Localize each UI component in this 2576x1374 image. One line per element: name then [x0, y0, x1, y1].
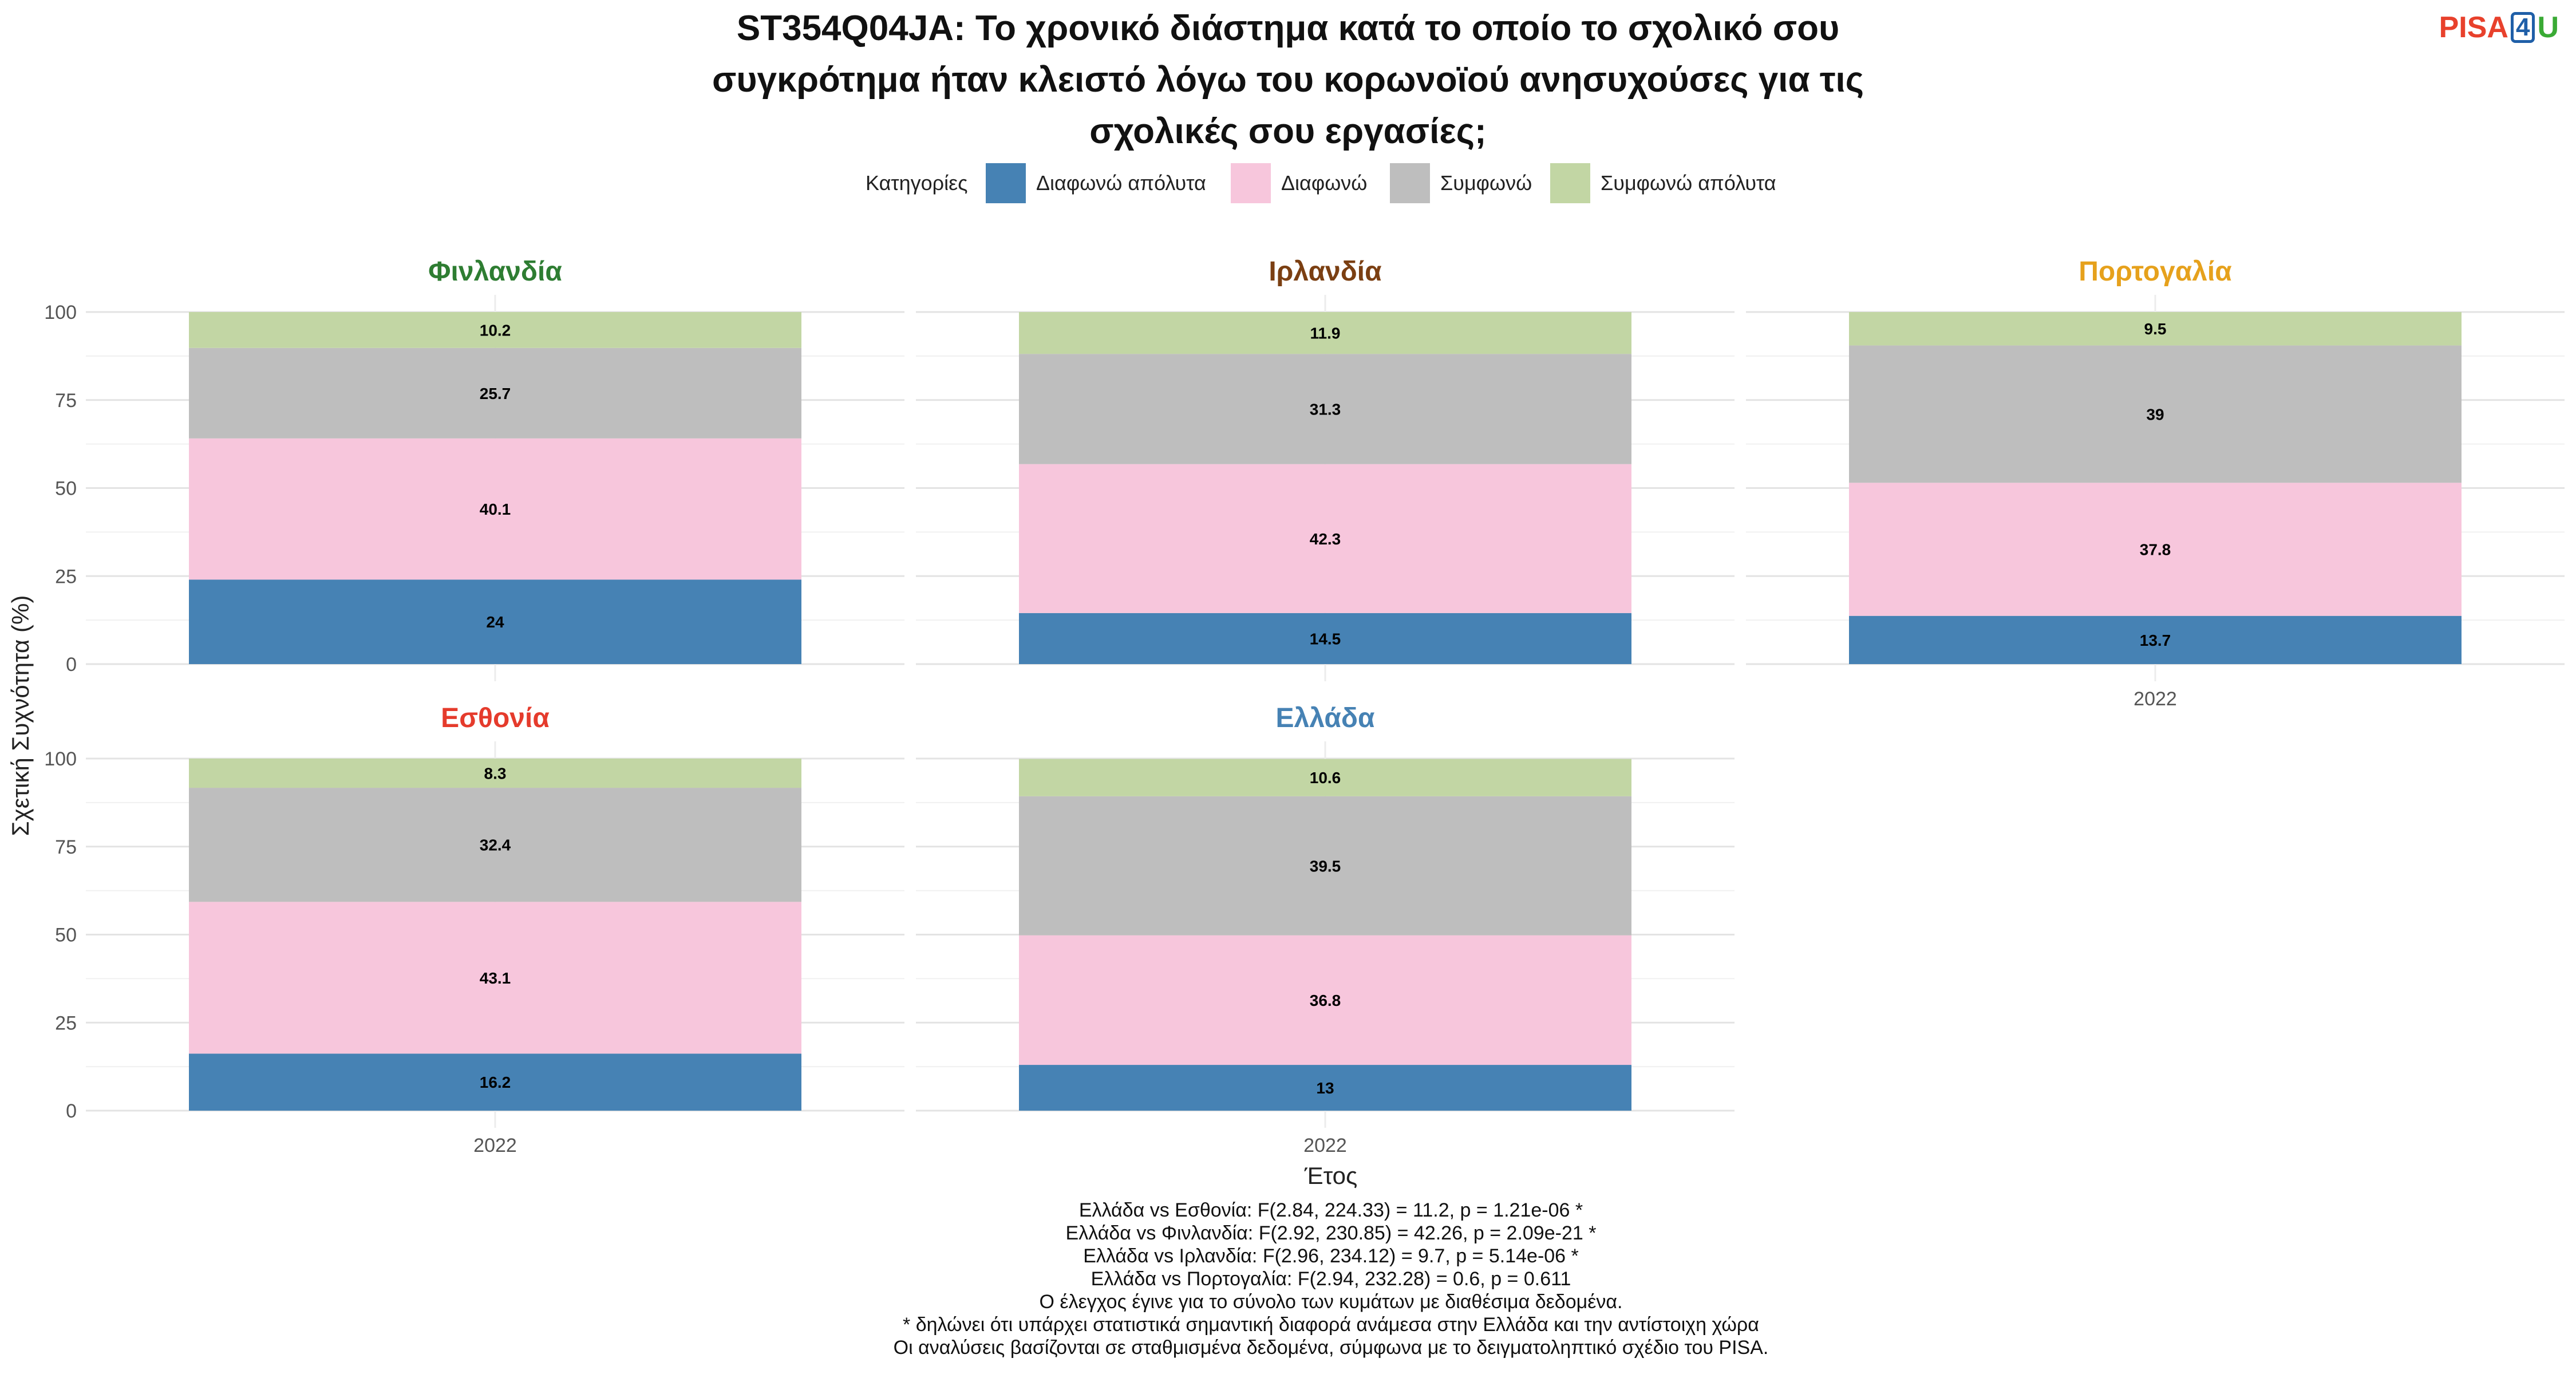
data-label: 43.1 — [480, 969, 511, 987]
chart-title-line: ST354Q04JA: Το χρονικό διάστημα κατά το … — [737, 9, 1839, 48]
y-tick-label: 25 — [55, 1012, 77, 1034]
y-tick-label: 75 — [55, 390, 77, 412]
y-tick-label: 50 — [55, 478, 77, 500]
data-label: 31.3 — [1310, 400, 1341, 418]
footnote-line: Οι αναλύσεις βασίζονται σε σταθμισμένα δ… — [894, 1337, 1769, 1359]
panel-title: Ιρλανδία — [1269, 256, 1382, 287]
bar-segment — [1019, 464, 1631, 613]
data-label: 9.5 — [2144, 320, 2167, 338]
y-tick-label: 0 — [66, 654, 77, 676]
bar-segment — [1019, 1065, 1631, 1111]
y-tick-label: 50 — [55, 925, 77, 946]
panel-title: Πορτογαλία — [2079, 256, 2232, 287]
x-axis-title: Έτος — [1304, 1162, 1358, 1189]
bar-segment — [189, 312, 801, 348]
bar-segment — [1849, 312, 2462, 346]
bar-segment — [1019, 613, 1631, 664]
data-label: 8.3 — [484, 765, 507, 783]
legend-swatch — [1390, 163, 1430, 203]
logo-text-pisa: PISA — [2439, 11, 2508, 44]
y-tick-label: 25 — [55, 566, 77, 587]
y-tick-label: 0 — [66, 1100, 77, 1122]
footnote-line: Ελλάδα vs Ιρλανδία: F(2.96, 234.12) = 9.… — [1083, 1245, 1579, 1267]
bar-segment — [189, 1053, 801, 1111]
legend-label: Διαφωνώ — [1281, 171, 1367, 195]
x-tick-label: 2022 — [473, 1135, 517, 1156]
legend-title: Κατηγορίες — [866, 171, 968, 195]
data-label: 16.2 — [480, 1073, 511, 1091]
legend-swatch — [1231, 163, 1271, 203]
x-tick-label: 2022 — [1303, 1135, 1347, 1156]
data-label: 13 — [1316, 1079, 1334, 1097]
logo-text-u: U — [2537, 11, 2559, 44]
data-label: 40.1 — [480, 500, 511, 518]
legend-label: Συμφωνώ απόλυτα — [1601, 171, 1776, 195]
data-label: 13.7 — [2140, 631, 2171, 649]
bar-segment — [1019, 312, 1631, 354]
bar-segment — [189, 759, 801, 788]
legend-label: Συμφωνώ — [1440, 171, 1532, 195]
bar-segment — [189, 579, 801, 664]
bar-segment — [189, 902, 801, 1054]
data-label: 24 — [486, 613, 504, 631]
data-label: 37.8 — [2140, 541, 2171, 559]
footnote-line: Ελλάδα vs Πορτογαλία: F(2.94, 232.28) = … — [1091, 1268, 1571, 1290]
bar-segment — [189, 438, 801, 580]
panel-title: Ελλάδα — [1276, 703, 1375, 733]
data-label: 32.4 — [480, 836, 511, 854]
y-tick-label: 100 — [44, 302, 77, 323]
bar-segment — [189, 348, 801, 439]
data-label: 36.8 — [1310, 992, 1341, 1009]
bar-segment — [189, 788, 801, 902]
bar-segment — [1849, 345, 2462, 483]
footnote-line: Ελλάδα vs Φινλανδία: F(2.92, 230.85) = 4… — [1066, 1222, 1597, 1244]
data-label: 10.2 — [480, 321, 511, 339]
data-label: 14.5 — [1310, 630, 1341, 647]
data-label: 11.9 — [1310, 325, 1341, 342]
data-label: 39 — [2146, 405, 2164, 423]
data-label: 42.3 — [1310, 530, 1341, 548]
x-tick-label: 2022 — [2134, 688, 2177, 710]
bar-segment — [1849, 483, 2462, 616]
footnote-line: * δηλώνει ότι υπάρχει στατιστικά σημαντι… — [903, 1314, 1759, 1336]
footnote-line: Ο έλεγχος έγινε για το σύνολο των κυμάτω… — [1040, 1291, 1623, 1313]
chart-title-line: σχολικές σου εργασίες; — [1089, 112, 1486, 151]
legend-label: Διαφωνώ απόλυτα — [1036, 171, 1206, 195]
logo-text-4: 4 — [2510, 12, 2535, 43]
y-tick-label: 75 — [55, 836, 77, 858]
panel-title: Φινλανδία — [428, 256, 562, 287]
legend-swatch — [986, 163, 1026, 203]
bar-segment — [1019, 354, 1631, 464]
bar-segment — [1849, 615, 2462, 664]
data-label: 10.6 — [1310, 769, 1341, 787]
bar-segment — [1019, 759, 1631, 796]
y-axis-title: Σχετική Συχνότητα (%) — [7, 595, 34, 836]
bar-segment — [1019, 935, 1631, 1065]
chart-title-line: συγκρότημα ήταν κλειστό λόγω του κορωνοϊ… — [712, 60, 1864, 100]
footnote-line: Ελλάδα vs Εσθονία: F(2.84, 224.33) = 11.… — [1079, 1199, 1583, 1221]
legend-swatch — [1550, 163, 1590, 203]
panel-title: Εσθονία — [441, 703, 550, 733]
bar-segment — [1019, 796, 1631, 935]
pisa4u-logo: PISA 4 U — [2439, 10, 2559, 45]
y-tick-label: 100 — [44, 748, 77, 770]
data-label: 39.5 — [1310, 857, 1341, 875]
data-label: 25.7 — [480, 385, 511, 402]
